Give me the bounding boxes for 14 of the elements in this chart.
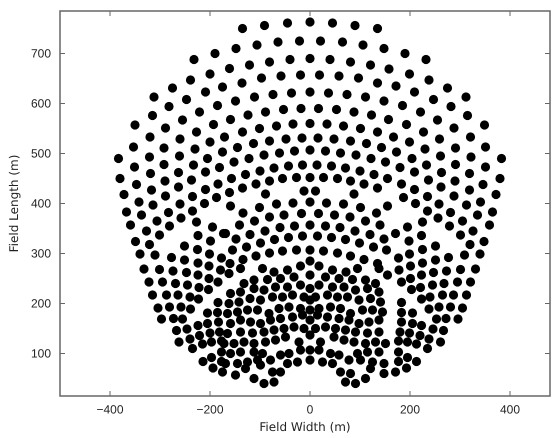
x-tick-label: −200 [196,402,224,417]
x-tick-label: 200 [400,402,420,417]
y-tick-label: 100 [30,346,52,360]
y-tick-label: 200 [30,296,52,310]
y-tick-label: 700 [30,46,52,60]
x-tick-label: −400 [96,402,124,417]
y-tick-label: 400 [30,196,52,210]
x-axis-title: Field Width (m) [259,420,351,434]
y-tick-label: 300 [30,246,52,260]
x-tick-label: 0 [306,402,314,417]
y-tick-label: 600 [30,96,52,110]
y-tick-label: 500 [30,146,52,160]
y-axis-title: Field Length (m) [7,154,21,252]
x-tick-label: 400 [500,402,520,417]
